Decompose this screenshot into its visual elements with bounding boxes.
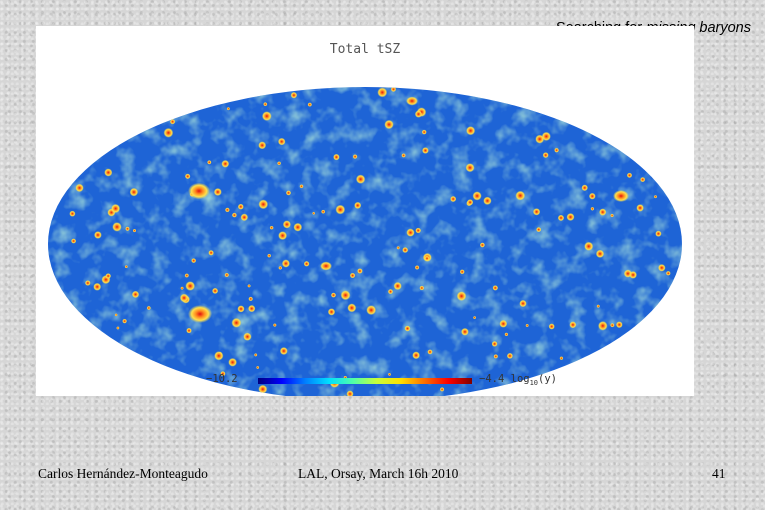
- colorbar-min-label: −10.2: [206, 373, 238, 385]
- colorbar-max-value: −4.4: [479, 373, 505, 385]
- colorbar-unit-base: 10: [529, 379, 539, 388]
- footer-author: Carlos Hernández-Monteagudo: [38, 466, 208, 481]
- colorbar-unit-var: (y): [538, 373, 557, 385]
- hot-clusters: [69, 87, 671, 396]
- page-number: 41: [712, 466, 726, 481]
- sky-structure: [48, 87, 682, 396]
- colorbar-unit-log: log: [510, 373, 530, 385]
- footer-venue: LAL, Orsay, March 16h 2010: [298, 466, 459, 481]
- map-title: Total tSZ: [329, 42, 401, 57]
- colorbar-max-label: −4.4 log10(y): [479, 373, 557, 387]
- mollweide-sky-map: [48, 87, 682, 396]
- colorbar: [258, 378, 472, 384]
- sky-map-figure: Total tSZ −10.2 −4.4 log10(y): [36, 26, 694, 396]
